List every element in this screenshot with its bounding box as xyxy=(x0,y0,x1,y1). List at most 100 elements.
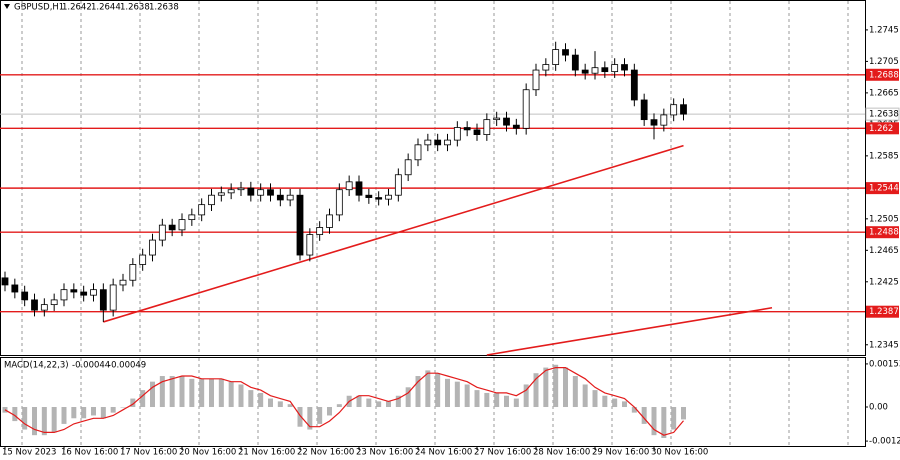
candle-body xyxy=(217,192,225,196)
x-tick-label: 27 Nov 16:00 xyxy=(474,448,531,458)
x-tick-label: 21 Nov 16:00 xyxy=(238,448,295,458)
candle-body xyxy=(70,289,78,293)
current-price-label: 1.2638 xyxy=(869,110,899,120)
candle-body xyxy=(149,239,156,256)
candle-body xyxy=(552,49,560,65)
candle-body xyxy=(326,214,333,228)
candle-body xyxy=(444,139,451,146)
candle-body xyxy=(601,67,609,73)
macd-bar xyxy=(563,367,568,408)
symbol-icon xyxy=(4,4,10,9)
macd-bar xyxy=(169,376,175,408)
y-tick-label: 1.2505 xyxy=(869,214,899,224)
x-tick-label: 16 Nov 16:00 xyxy=(61,448,118,458)
candle-body xyxy=(571,54,579,71)
candle-body xyxy=(40,304,48,311)
candle-body xyxy=(453,127,461,141)
y-tick-label: 1.2705 xyxy=(869,57,899,67)
x-tick-label: 17 Nov 16:00 xyxy=(120,448,177,458)
current-price-box xyxy=(865,107,900,121)
candle-body xyxy=(434,139,442,146)
level-label: 1.2688 xyxy=(869,70,899,80)
y-tick-label: 1.2745 xyxy=(869,25,899,35)
macd-bar xyxy=(110,407,116,413)
trendline xyxy=(486,306,773,356)
macd-bar xyxy=(543,367,549,408)
macd-bar xyxy=(41,407,47,436)
macd-bar xyxy=(592,390,598,408)
macd-bar xyxy=(32,407,37,436)
candle-body xyxy=(247,187,255,196)
macd-bar xyxy=(533,373,539,408)
y-tick-label: 0.00 xyxy=(869,403,888,413)
candle-body xyxy=(227,189,235,194)
macd-bar xyxy=(425,370,431,408)
macd-bar xyxy=(366,398,372,408)
macd-bar xyxy=(494,392,500,408)
y-tick-label: 1.2425 xyxy=(869,277,899,287)
header-value: 1.2644 xyxy=(91,3,121,13)
level-label: 1.2387 xyxy=(869,307,899,317)
candle-body xyxy=(345,181,353,191)
candle-body xyxy=(178,219,186,231)
candle-body xyxy=(414,144,422,161)
y-tick-label: 0.00153 xyxy=(869,359,900,369)
candle-body xyxy=(355,181,363,196)
macd-bar xyxy=(386,401,391,408)
macd-bar xyxy=(631,407,637,413)
candle-body xyxy=(129,264,137,281)
level-label-box xyxy=(866,68,899,81)
x-tick-label: 15 Nov 2023 xyxy=(2,448,56,458)
macd-bar xyxy=(612,398,618,408)
candle-body xyxy=(1,277,9,286)
candle-body xyxy=(267,189,274,196)
macd-bar xyxy=(405,387,411,408)
candle-body xyxy=(139,254,147,265)
candle-body xyxy=(532,69,540,91)
macd-value: -0.00044 xyxy=(72,361,110,371)
candle-body xyxy=(630,69,638,101)
x-tick-label: 20 Nov 16:00 xyxy=(179,448,236,458)
candle-body xyxy=(31,299,38,311)
level-label: 1.2488 xyxy=(869,228,899,238)
macd-bar xyxy=(150,381,155,408)
macd-bar xyxy=(140,390,146,408)
candle-body xyxy=(581,69,589,74)
macd-bar xyxy=(51,407,57,433)
candle-body xyxy=(385,194,392,200)
macd-bar xyxy=(445,378,450,408)
header-value: 1.2642 xyxy=(62,3,92,13)
macd-bar xyxy=(199,378,205,408)
symbol: GBPUSD,H1 xyxy=(14,3,64,13)
candle-body xyxy=(621,64,628,71)
macd-bar xyxy=(258,392,264,408)
macd-bar xyxy=(376,401,382,408)
trendline xyxy=(103,144,684,323)
macd-frame xyxy=(0,357,866,447)
candle-body xyxy=(473,129,481,136)
level-label: 1.262 xyxy=(869,124,893,134)
macd-bar xyxy=(435,373,441,408)
macd-bar xyxy=(81,407,87,419)
macd-bar xyxy=(71,407,77,419)
candle-body xyxy=(198,204,206,216)
macd-bar xyxy=(297,407,303,427)
candle-body xyxy=(80,291,88,296)
macd-bar xyxy=(12,407,18,422)
macd-bar xyxy=(228,381,234,408)
macd-bar xyxy=(356,395,362,408)
candle-body xyxy=(316,227,324,235)
macd-bar xyxy=(582,384,588,408)
macd-title: MACD(14,22,3) xyxy=(4,361,69,371)
candle-body xyxy=(640,99,648,121)
candle-body xyxy=(375,197,383,200)
macd-bar xyxy=(120,407,126,408)
candle-body xyxy=(503,117,510,126)
macd-bar xyxy=(189,378,195,408)
candle-body xyxy=(11,284,19,293)
macd-bar xyxy=(22,407,28,430)
header-value: 1.2638 xyxy=(149,3,179,13)
candle-body xyxy=(365,194,373,198)
macd-bar xyxy=(464,384,470,408)
